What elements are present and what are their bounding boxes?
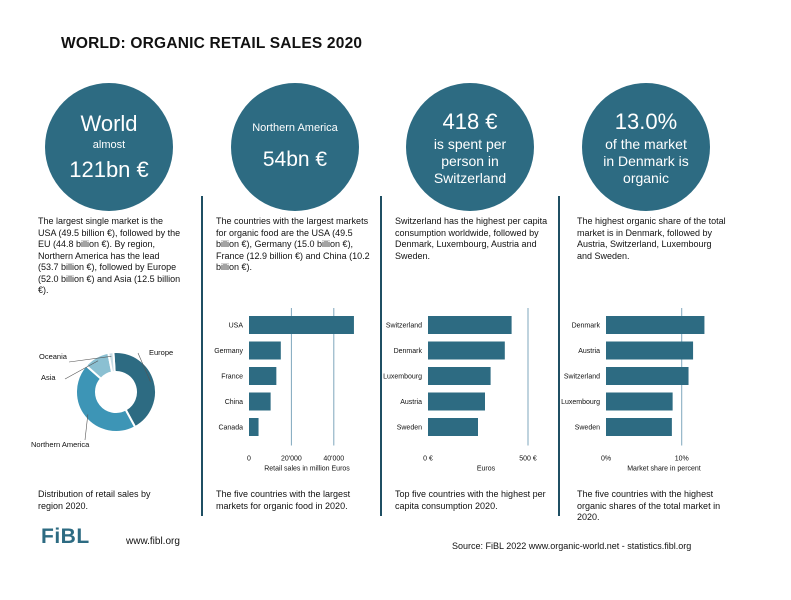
countries-bar-germany (249, 341, 281, 360)
share-category-label-austria: Austria (578, 348, 600, 355)
countries-category-label-china: China (225, 399, 243, 406)
caption-regions: Distribution of retail sales by region 2… (38, 489, 151, 511)
countries-category-label-france: France (221, 374, 243, 381)
per-capita-bar-denmark (428, 341, 505, 360)
per-capita-bar-luxembourg (428, 367, 491, 385)
countries-x-axis-label: Retail sales in million Euros (264, 466, 350, 473)
share-category-label-denmark: Denmark (572, 323, 601, 330)
countries-category-label-germany: Germany (214, 348, 243, 355)
donut-leader-europe (137, 352, 151, 383)
circle-dk-line4: organic (623, 169, 669, 186)
countries-category-label-usa: USA (229, 323, 244, 330)
donut-leader-asia (64, 360, 99, 380)
countries-tick-label-2: 40'000 (323, 456, 344, 463)
countries-category-label-canada: Canada (218, 425, 243, 432)
per-capita-bar-switzerland (428, 316, 512, 334)
share-tick-label-0: 0% (601, 456, 611, 463)
share-bar-austria (606, 341, 694, 360)
per-capita-bar-austria (428, 392, 485, 411)
circle-northern-america: Northern America 54bn € (231, 83, 359, 211)
donut-slice-northern-america (75, 364, 137, 433)
per-capita-category-label-switzerland: Switzerland (386, 323, 422, 330)
description-countries: The countries with the largest markets f… (216, 216, 370, 272)
share-x-axis-label: Market share in percent (627, 466, 701, 473)
per-capita-tick-label-1: 500 € (519, 456, 537, 463)
circle-switzerland: 418 € is spent per person in Switzerland (406, 83, 534, 211)
per-capita-tick-label-0: 0 € (423, 456, 433, 463)
countries-bar-france (249, 367, 277, 385)
column-divider-2 (380, 196, 382, 516)
countries-tick-label-0: 0 (247, 456, 251, 463)
donut-label-northern-america: Northern America (31, 440, 90, 449)
bar-chart-countries: 0 20'000 40'000 USA Germany France China Canada… (205, 302, 375, 474)
circle-world-line2: almost (92, 139, 126, 151)
share-bar-switzerland (606, 367, 689, 385)
share-bar-luxembourg (606, 392, 673, 411)
donut-chart-svg: Europe Northern America Asia Oceania (31, 348, 173, 449)
share-tick-label-1: 10% (675, 456, 689, 463)
donut-leader-northern-america (84, 414, 89, 441)
per-capita-category-label-austria: Austria (400, 399, 422, 406)
per-capita-category-label-sweden: Sweden (397, 425, 422, 432)
circle-dk-line1: 13.0% (614, 108, 678, 134)
share-category-label-sweden: Sweden (575, 425, 600, 432)
countries-tick-label-1: 20'000 (281, 456, 302, 463)
website-link[interactable]: www.fibl.org (126, 536, 180, 547)
fibl-logo: FiBL (41, 525, 90, 548)
bar-chart-countries-svg: 0 20'000 40'000 USA Germany France China Canada… (214, 308, 354, 473)
circle-na-line2: 54bn € (262, 148, 328, 171)
countries-bar-china (249, 392, 271, 411)
circle-world-line3: 121bn € (69, 157, 149, 182)
donut-slice-oceania (107, 351, 116, 374)
circle-ch-line2: is spent per (433, 135, 507, 152)
per-capita-x-axis-label: Euros (477, 466, 496, 473)
description-per-capita: Switzerland has the highest per capita c… (395, 216, 548, 261)
circle-world: World almost 121bn € (45, 83, 173, 211)
source-note: Source: FiBL 2022 www.organic-world.net … (452, 541, 692, 551)
share-category-label-luxembourg: Luxembourg (561, 399, 600, 406)
donut-label-oceania: Oceania (39, 352, 68, 361)
circle-ch-line3: person in (441, 152, 499, 169)
countries-bar-usa (249, 316, 354, 334)
caption-countries: The five countries with the largest mark… (216, 489, 351, 511)
per-capita-bar-sweden (428, 418, 478, 436)
bar-chart-share: 0% 10% Denmark Austria Switzerland Luxembourg… (561, 302, 732, 474)
circle-denmark: 13.0% of the market in Denmark is organi… (582, 83, 710, 211)
donut-label-asia: Asia (41, 373, 56, 382)
circle-dk-line3: in Denmark is (603, 152, 689, 169)
circle-ch-line4: Switzerland (433, 169, 507, 186)
donut-label-europe: Europe (149, 348, 173, 357)
donut-chart: Europe Northern America Asia Oceania (25, 336, 201, 456)
circle-ch-line1: 418 € (442, 108, 498, 134)
description-world: The largest single market is the USA (49… (38, 216, 181, 295)
column-divider-1 (201, 196, 203, 516)
per-capita-category-label-luxembourg: Luxembourg (383, 374, 422, 381)
bar-chart-per-capita-svg: 0 € 500 € Switzerland Denmark Luxembourg Aust… (383, 308, 537, 473)
bar-chart-share-svg: 0% 10% Denmark Austria Switzerland Luxembourg… (561, 308, 705, 473)
description-share: The highest organic share of the total m… (577, 216, 726, 261)
caption-share: The five countries with the highest orga… (577, 489, 721, 522)
infographic-title: WORLD: ORGANIC RETAIL SALES 2020 (61, 35, 363, 52)
donut-leader-oceania (68, 356, 112, 363)
share-bar-sweden (606, 418, 672, 436)
circle-na-line1: Northern America (252, 122, 338, 134)
per-capita-category-label-denmark: Denmark (394, 348, 423, 355)
share-bar-denmark (606, 316, 705, 334)
caption-per-capita: Top five countries with the highest per … (395, 489, 546, 511)
circle-world-line1: World (80, 111, 138, 136)
bar-chart-per-capita: 0 € 500 € Switzerland Denmark Luxembourg Aust… (383, 302, 554, 474)
column-divider-3 (558, 196, 560, 516)
circle-dk-line2: of the market (605, 135, 687, 152)
share-category-label-switzerland: Switzerland (564, 374, 600, 381)
countries-bar-canada (249, 418, 259, 436)
